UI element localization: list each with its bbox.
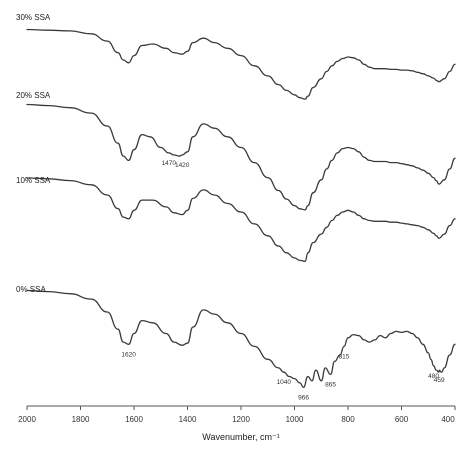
x-tick-label-2000: 2000 (18, 415, 36, 424)
annotation-1620: 1620 (121, 351, 136, 358)
x-tick-label-1600: 1600 (125, 415, 143, 424)
annotation-815: 815 (339, 353, 350, 360)
series-line-0 (26, 28, 456, 100)
x-axis-label: Wavenumber, cm⁻¹ (202, 432, 279, 442)
annotation-865: 865 (325, 381, 336, 388)
x-tick-label-1000: 1000 (286, 415, 304, 424)
annotation-1420: 1420 (175, 162, 190, 169)
annotation-966: 966 (298, 394, 309, 401)
x-tick-label-1400: 1400 (179, 415, 197, 424)
series-label-1: 20% SSA (16, 91, 51, 100)
series-label-2: 10% SSA (16, 176, 51, 185)
series-line-2 (26, 177, 456, 262)
x-tick-label-1200: 1200 (232, 415, 250, 424)
series-label-3: 0% SSA (16, 285, 46, 294)
annotation-1040: 1040 (277, 379, 292, 386)
series-layer (26, 28, 456, 388)
annotation-1470: 1470 (162, 160, 177, 167)
x-tick-label-600: 600 (395, 415, 409, 424)
series-labels-layer: 30% SSA 20% SSA 10% SSA 0% SSA (16, 13, 51, 294)
annotation-459: 459 (434, 377, 445, 384)
x-tick-label-1800: 1800 (72, 415, 90, 424)
annotation-480: 480 (428, 373, 439, 380)
x-tick-label-800: 800 (341, 415, 355, 424)
x-axis: 2000 1800 1600 1400 1200 1000 800 600 400 (18, 405, 456, 424)
x-tick-label-400: 400 (441, 415, 455, 424)
series-line-3 (26, 289, 456, 388)
series-label-0: 30% SSA (16, 13, 51, 22)
series-line-1 (26, 103, 456, 211)
